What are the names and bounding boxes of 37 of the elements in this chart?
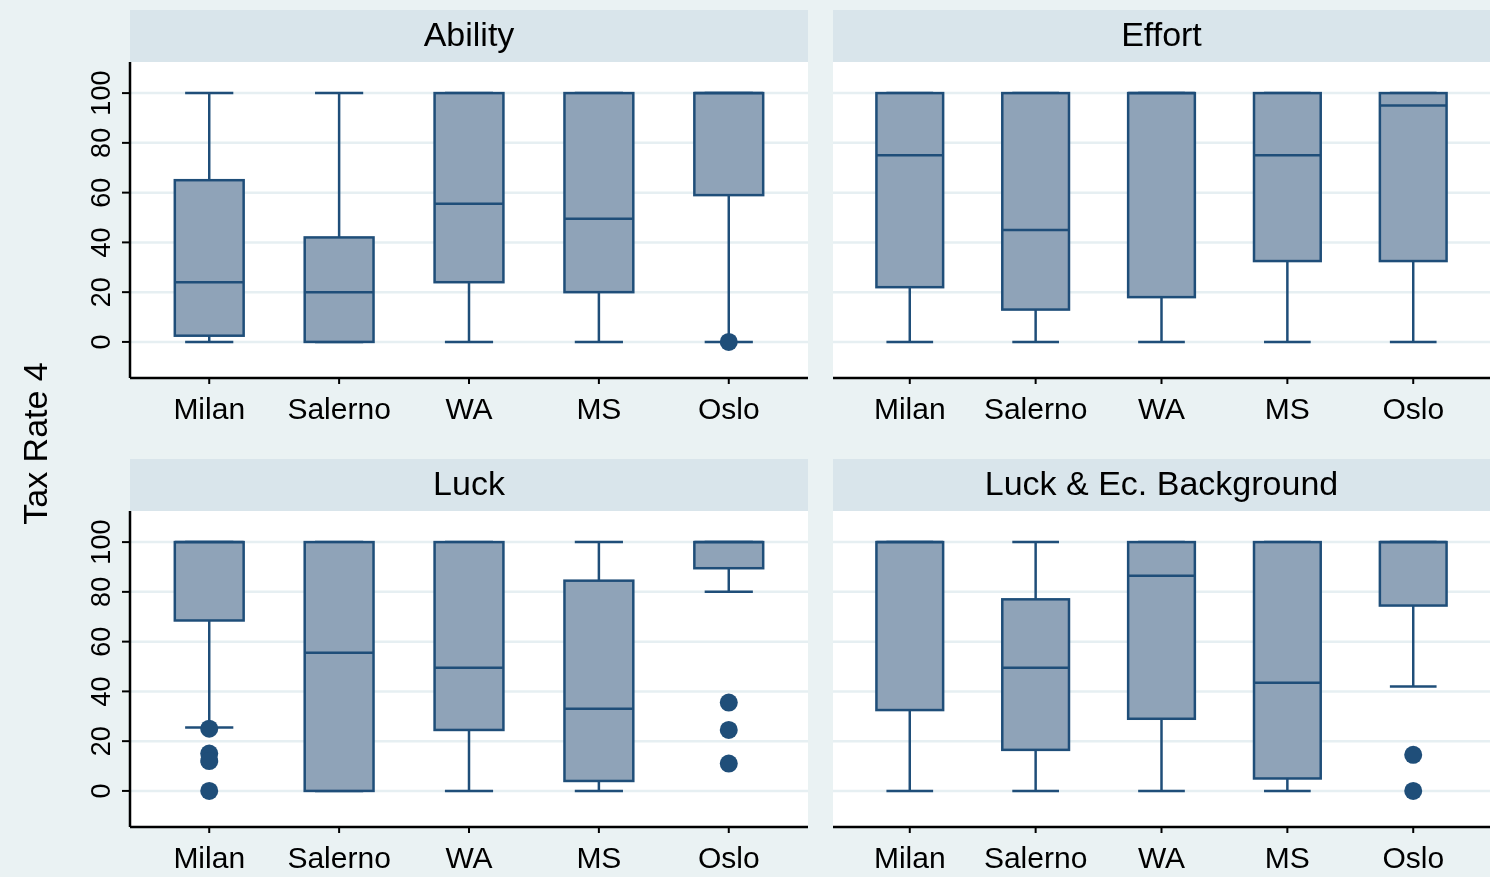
x-tick-label: WA [1137, 841, 1186, 874]
x-tick-label: Milan [173, 392, 246, 425]
x-tick-label: Oslo [1382, 841, 1445, 874]
y-tick-label: 40 [86, 227, 116, 258]
y-tick-label: 80 [86, 127, 116, 158]
y-tick-label: 40 [86, 676, 116, 707]
x-tick-label: Salerno [983, 841, 1088, 874]
y-tick-label: 0 [86, 334, 116, 350]
x-tick-label: Oslo [697, 392, 760, 425]
y-tick-label: 20 [86, 726, 116, 757]
chart-title: Luck & Ec. Background [984, 464, 1339, 502]
x-tick-label: Milan [173, 841, 246, 874]
y-tick-label: 80 [86, 576, 116, 607]
y-tick-label: 20 [86, 277, 116, 308]
x-tick-label: MS [1264, 392, 1310, 425]
x-tick-label: Salerno [287, 841, 391, 874]
x-tick-label: Salerno [983, 392, 1088, 425]
x-tick-label: Milan [873, 841, 946, 874]
x-tick-label: WA [1137, 392, 1186, 425]
chart-title: Ability [423, 15, 515, 53]
y-tick-label: 0 [86, 783, 116, 799]
x-tick-label: WA [445, 392, 493, 425]
x-tick-label: Milan [873, 392, 946, 425]
y-tick-label: 100 [86, 70, 116, 116]
y-tick-label: 100 [86, 519, 116, 565]
chart-title: Effort [1121, 15, 1203, 53]
x-tick-label: Oslo [697, 841, 760, 874]
x-tick-label: WA [445, 841, 493, 874]
y-axis-title: Tax Rate 4 [16, 362, 54, 525]
chart-title: Luck [433, 464, 506, 502]
x-tick-label: MS [576, 392, 622, 425]
y-tick-label: 60 [86, 177, 116, 208]
y-tick-label: 60 [86, 626, 116, 657]
x-tick-label: Oslo [1382, 392, 1445, 425]
x-tick-label: MS [1264, 841, 1310, 874]
x-tick-label: Salerno [287, 392, 391, 425]
x-tick-label: MS [576, 841, 622, 874]
